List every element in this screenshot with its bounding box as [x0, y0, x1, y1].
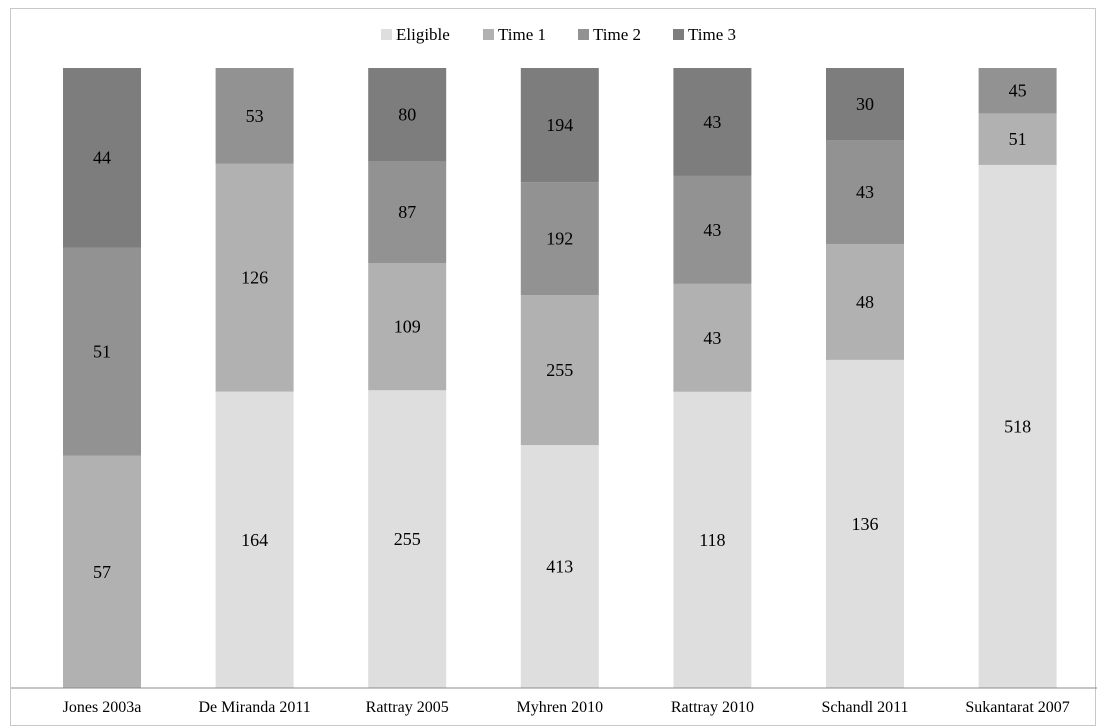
data-label-myhren-2010-time-2: 192 [546, 229, 573, 249]
data-label-jones-2003a-time-1: 57 [93, 562, 111, 582]
bar-sukantarat-2007-time-1 [978, 113, 1057, 165]
data-label-de-miranda-2011-time-1: 126 [241, 268, 268, 288]
data-label-rattray-2005-eligible: 255 [394, 529, 421, 549]
legend-label-time-1: Time 1 [498, 25, 546, 44]
bar-rattray-2005-time-3 [368, 68, 447, 162]
bar-rattray-2010-time-3 [673, 68, 752, 176]
category-label-sukantarat-2007: Sukantarat 2007 [965, 699, 1069, 716]
data-label-rattray-2005-time-1: 109 [394, 317, 421, 337]
data-label-myhren-2010-eligible: 413 [546, 557, 573, 577]
legend-label-time-2: Time 2 [593, 25, 641, 44]
legend-swatch-time-3 [673, 29, 684, 40]
data-label-jones-2003a-time-3: 44 [93, 148, 111, 168]
bar-myhren-2010-time-3 [520, 68, 599, 183]
data-label-myhren-2010-time-1: 255 [546, 360, 573, 380]
bar-rattray-2005-eligible [368, 390, 447, 688]
legend-swatch-time-2 [578, 29, 589, 40]
bar-sukantarat-2007-eligible [978, 164, 1057, 688]
data-label-schandl-2011-eligible: 136 [852, 514, 879, 534]
data-label-schandl-2011-time-2: 43 [856, 182, 874, 202]
data-label-rattray-2010-time-2: 43 [703, 220, 721, 240]
chart-frame: Eligible Time 1 Time 2 Time 3 57 51 44 164 126 5… [10, 8, 1097, 726]
data-label-rattray-2010-eligible: 118 [699, 530, 725, 550]
bar-jones-2003a-time-2 [63, 247, 141, 456]
legend-swatch-eligible [381, 29, 392, 40]
bar-myhren-2010-time-1 [520, 295, 599, 446]
bar-schandl-2011-time-1 [826, 244, 904, 360]
data-label-rattray-2005-time-3: 80 [398, 105, 416, 125]
x-axis-tick-labels: Jones 2003a De Miranda 2011 Rattray 2005 My… [63, 699, 1070, 716]
bar-rattray-2005-time-1 [368, 262, 447, 391]
bars-group [63, 68, 1057, 688]
legend: Eligible Time 1 Time 2 Time 3 [381, 25, 736, 44]
category-label-myhren-2010: Myhren 2010 [516, 699, 603, 716]
data-label-rattray-2010-time-3: 43 [703, 112, 721, 132]
value-labels-group: 57 51 44 164 126 53 255 109 87 80 413 255 192 194 118 4… [93, 81, 1031, 582]
bar-schandl-2011-time-2 [826, 140, 904, 245]
data-label-de-miranda-2011-time-2: 53 [246, 106, 264, 126]
bar-rattray-2010-time-1 [673, 283, 752, 392]
category-label-de-miranda-2011: De Miranda 2011 [198, 699, 310, 716]
bar-jones-2003a-time-3 [63, 68, 141, 248]
legend-swatch-time-1 [483, 29, 494, 40]
data-label-schandl-2011-time-3: 30 [856, 94, 874, 114]
bar-de-miranda-2011-eligible [215, 391, 294, 688]
category-label-rattray-2010: Rattray 2010 [671, 699, 754, 716]
bar-myhren-2010-eligible [520, 445, 599, 688]
category-label-schandl-2011: Schandl 2011 [822, 699, 909, 716]
data-label-rattray-2005-time-2: 87 [398, 202, 416, 222]
category-label-rattray-2005: Rattray 2005 [366, 699, 449, 716]
bar-schandl-2011-time-3 [826, 68, 904, 141]
bar-schandl-2011-eligible [826, 359, 904, 688]
bar-rattray-2010-time-2 [673, 175, 752, 284]
bar-de-miranda-2011-time-1 [215, 163, 294, 392]
bar-rattray-2010-eligible [673, 391, 752, 688]
data-label-rattray-2010-time-1: 43 [703, 328, 721, 348]
bar-sukantarat-2007-time-2 [978, 68, 1057, 114]
category-label-jones-2003a: Jones 2003a [63, 699, 142, 716]
data-label-myhren-2010-time-3: 194 [546, 115, 573, 135]
bar-myhren-2010-time-2 [520, 182, 599, 296]
data-label-sukantarat-2007-time-1: 51 [1009, 129, 1027, 149]
bar-jones-2003a-time-1 [63, 455, 141, 688]
legend-label-eligible: Eligible [396, 25, 450, 44]
data-label-sukantarat-2007-eligible: 518 [1004, 416, 1031, 436]
bar-rattray-2005-time-2 [368, 161, 447, 263]
stacked-bar-chart: Eligible Time 1 Time 2 Time 3 5751441641265… [11, 25, 1097, 716]
data-label-sukantarat-2007-time-2: 45 [1009, 81, 1027, 101]
data-label-jones-2003a-time-2: 51 [93, 341, 111, 361]
bar-de-miranda-2011-time-2 [215, 68, 294, 164]
data-label-schandl-2011-time-1: 48 [856, 292, 874, 312]
data-label-de-miranda-2011-eligible: 164 [241, 530, 268, 550]
legend-label-time-3: Time 3 [688, 25, 736, 44]
